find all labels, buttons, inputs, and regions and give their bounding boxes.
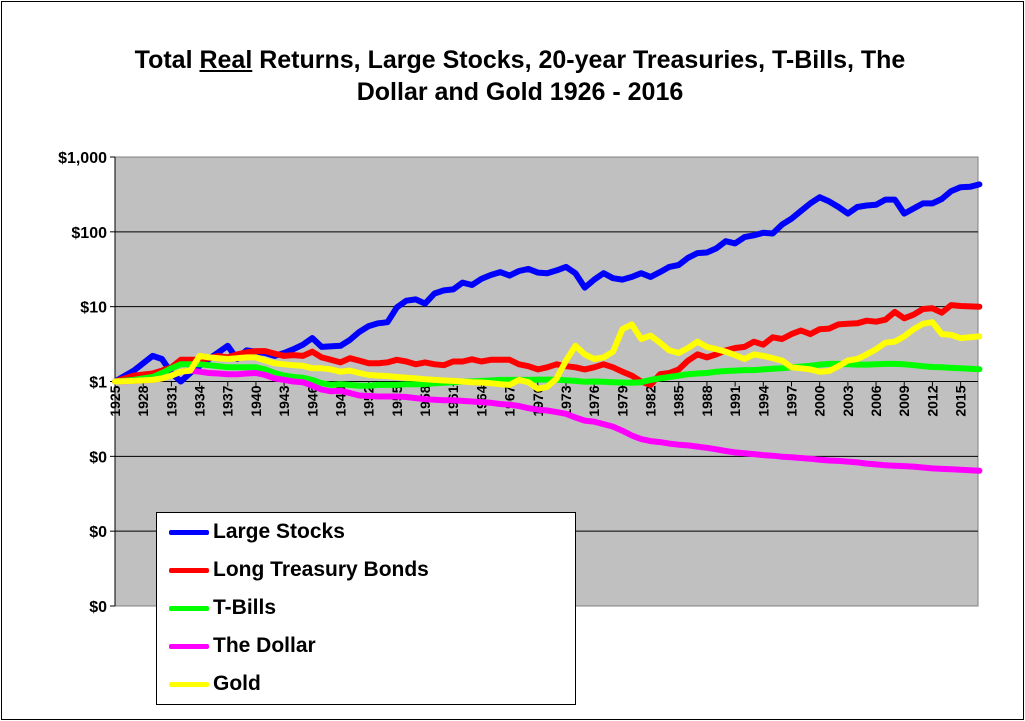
legend-swatch xyxy=(169,643,209,649)
legend-swatch xyxy=(169,567,209,573)
title-part-3: Returns, Large Stocks, 20-year Treasurie… xyxy=(252,46,906,106)
legend-item: Large Stocks xyxy=(169,517,345,547)
legend-item: Long Treasury Bonds xyxy=(169,555,429,585)
legend-item: Gold xyxy=(169,669,261,699)
x-tick-label: 1982 xyxy=(643,385,659,416)
legend-label: The Dollar xyxy=(213,634,316,657)
x-tick-label: 1991 xyxy=(727,385,743,416)
y-tick-label: $0 xyxy=(89,599,107,616)
y-tick-label: $10 xyxy=(80,300,107,317)
y-tick-label: $100 xyxy=(71,225,107,242)
legend-label: T-Bills xyxy=(213,596,277,619)
y-tick-label: $0 xyxy=(89,524,107,541)
legend-item: T-Bills xyxy=(169,593,276,623)
x-tick-label: 1937 xyxy=(220,385,236,416)
x-tick-label: 1985 xyxy=(671,385,687,416)
x-tick-label: 1988 xyxy=(699,385,715,416)
y-axis: $0 $0 $0 $1 $10 $100 $1,000 xyxy=(58,150,116,616)
x-tick-label: 1928 xyxy=(135,385,151,416)
series-line-the-dollar xyxy=(112,367,983,474)
y-tick-label: $1 xyxy=(89,375,107,392)
x-tick-label: 2012 xyxy=(924,385,940,416)
legend-swatch xyxy=(169,681,209,687)
x-tick-label: 1940 xyxy=(248,385,264,416)
x-tick-label: 1976 xyxy=(586,385,602,416)
x-tick-label: 1934 xyxy=(192,385,208,416)
y-tick-label: $0 xyxy=(89,449,107,466)
legend-swatch xyxy=(169,605,209,611)
series-line-long-treasury-bonds xyxy=(112,302,983,388)
x-tick-label: 1943 xyxy=(276,385,292,416)
x-tick-label: 1952 xyxy=(361,385,377,416)
x-tick-label: 1931 xyxy=(163,385,179,416)
x-tick-label: 1925 xyxy=(107,385,123,416)
x-tick-label: 2006 xyxy=(868,385,884,416)
x-tick-label: 2009 xyxy=(896,385,912,416)
x-tick-label: 1994 xyxy=(755,385,771,416)
legend-label: Gold xyxy=(213,672,261,695)
series-line-large-stocks xyxy=(112,181,983,385)
x-tick-label: 1946 xyxy=(304,385,320,416)
title-emphasis-real: Real xyxy=(199,46,253,74)
legend: Large Stocks Long Treasury Bonds T-Bills Th… xyxy=(156,512,576,705)
x-tick-label: 1979 xyxy=(614,385,630,416)
x-tick-label: 1955 xyxy=(389,385,405,416)
chart-title: Total Real Returns, Large Stocks, 20-yea… xyxy=(100,44,940,108)
title-part-1: Total xyxy=(134,46,200,74)
legend-swatch xyxy=(169,529,209,535)
x-tick-label: 2015 xyxy=(953,385,969,416)
legend-item: The Dollar xyxy=(169,631,316,661)
legend-label: Long Treasury Bonds xyxy=(213,558,429,581)
x-tick-label: 2000 xyxy=(812,385,828,416)
series-lines xyxy=(112,181,983,474)
x-tick-label: 1973 xyxy=(558,385,574,416)
x-tick-label: 1967 xyxy=(502,385,518,416)
y-tick-label: $1,000 xyxy=(58,150,107,167)
legend-label: Large Stocks xyxy=(213,520,345,543)
x-tick-label: 1997 xyxy=(783,385,799,416)
series-line-gold xyxy=(112,319,983,392)
x-tick-label: 2003 xyxy=(840,385,856,416)
